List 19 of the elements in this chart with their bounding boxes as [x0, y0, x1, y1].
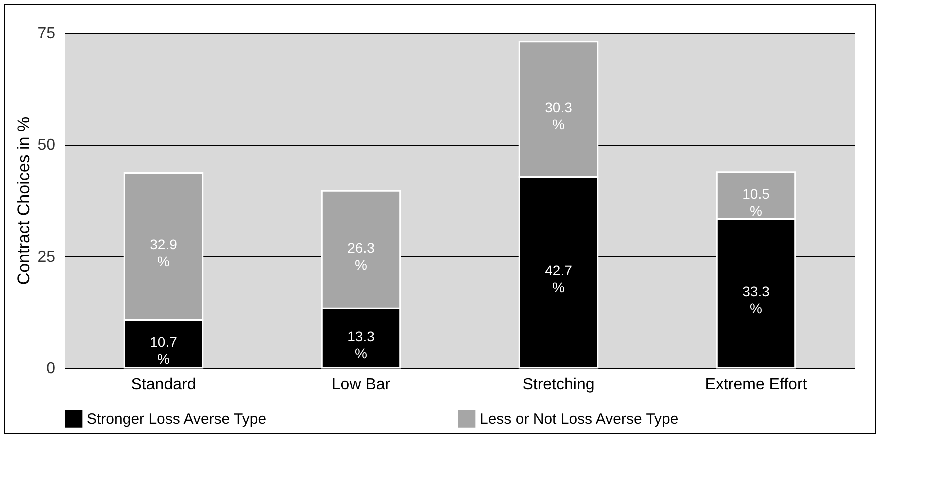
data-label: 10.5 % [742, 186, 770, 219]
data-label: 26.3 % [348, 240, 376, 273]
data-label: 10.7 % [150, 334, 178, 368]
data-label: 33.3 % [742, 284, 770, 317]
data-label: 30.3 % [545, 100, 573, 133]
x-tick-label: Extreme Effort [705, 376, 808, 394]
y-tick-label: 0 [46, 360, 56, 378]
y-tick-label: 75 [38, 26, 56, 42]
y-tick-label: 50 [38, 137, 56, 154]
legend-label: Stronger Loss Averse Type [87, 411, 267, 428]
x-tick-label: Low Bar [332, 376, 392, 394]
data-label: 13.3 % [348, 328, 376, 362]
x-tick-label: Standard [131, 376, 196, 394]
y-axis-title: Contract Choices in % [14, 116, 34, 286]
data-label: 42.7 % [545, 262, 573, 296]
legend-label: Less or Not Loss Averse Type [480, 411, 679, 428]
y-tick-label: 25 [38, 248, 56, 266]
data-label: 32.9 % [150, 236, 178, 270]
x-tick-label: Stretching [522, 376, 595, 394]
